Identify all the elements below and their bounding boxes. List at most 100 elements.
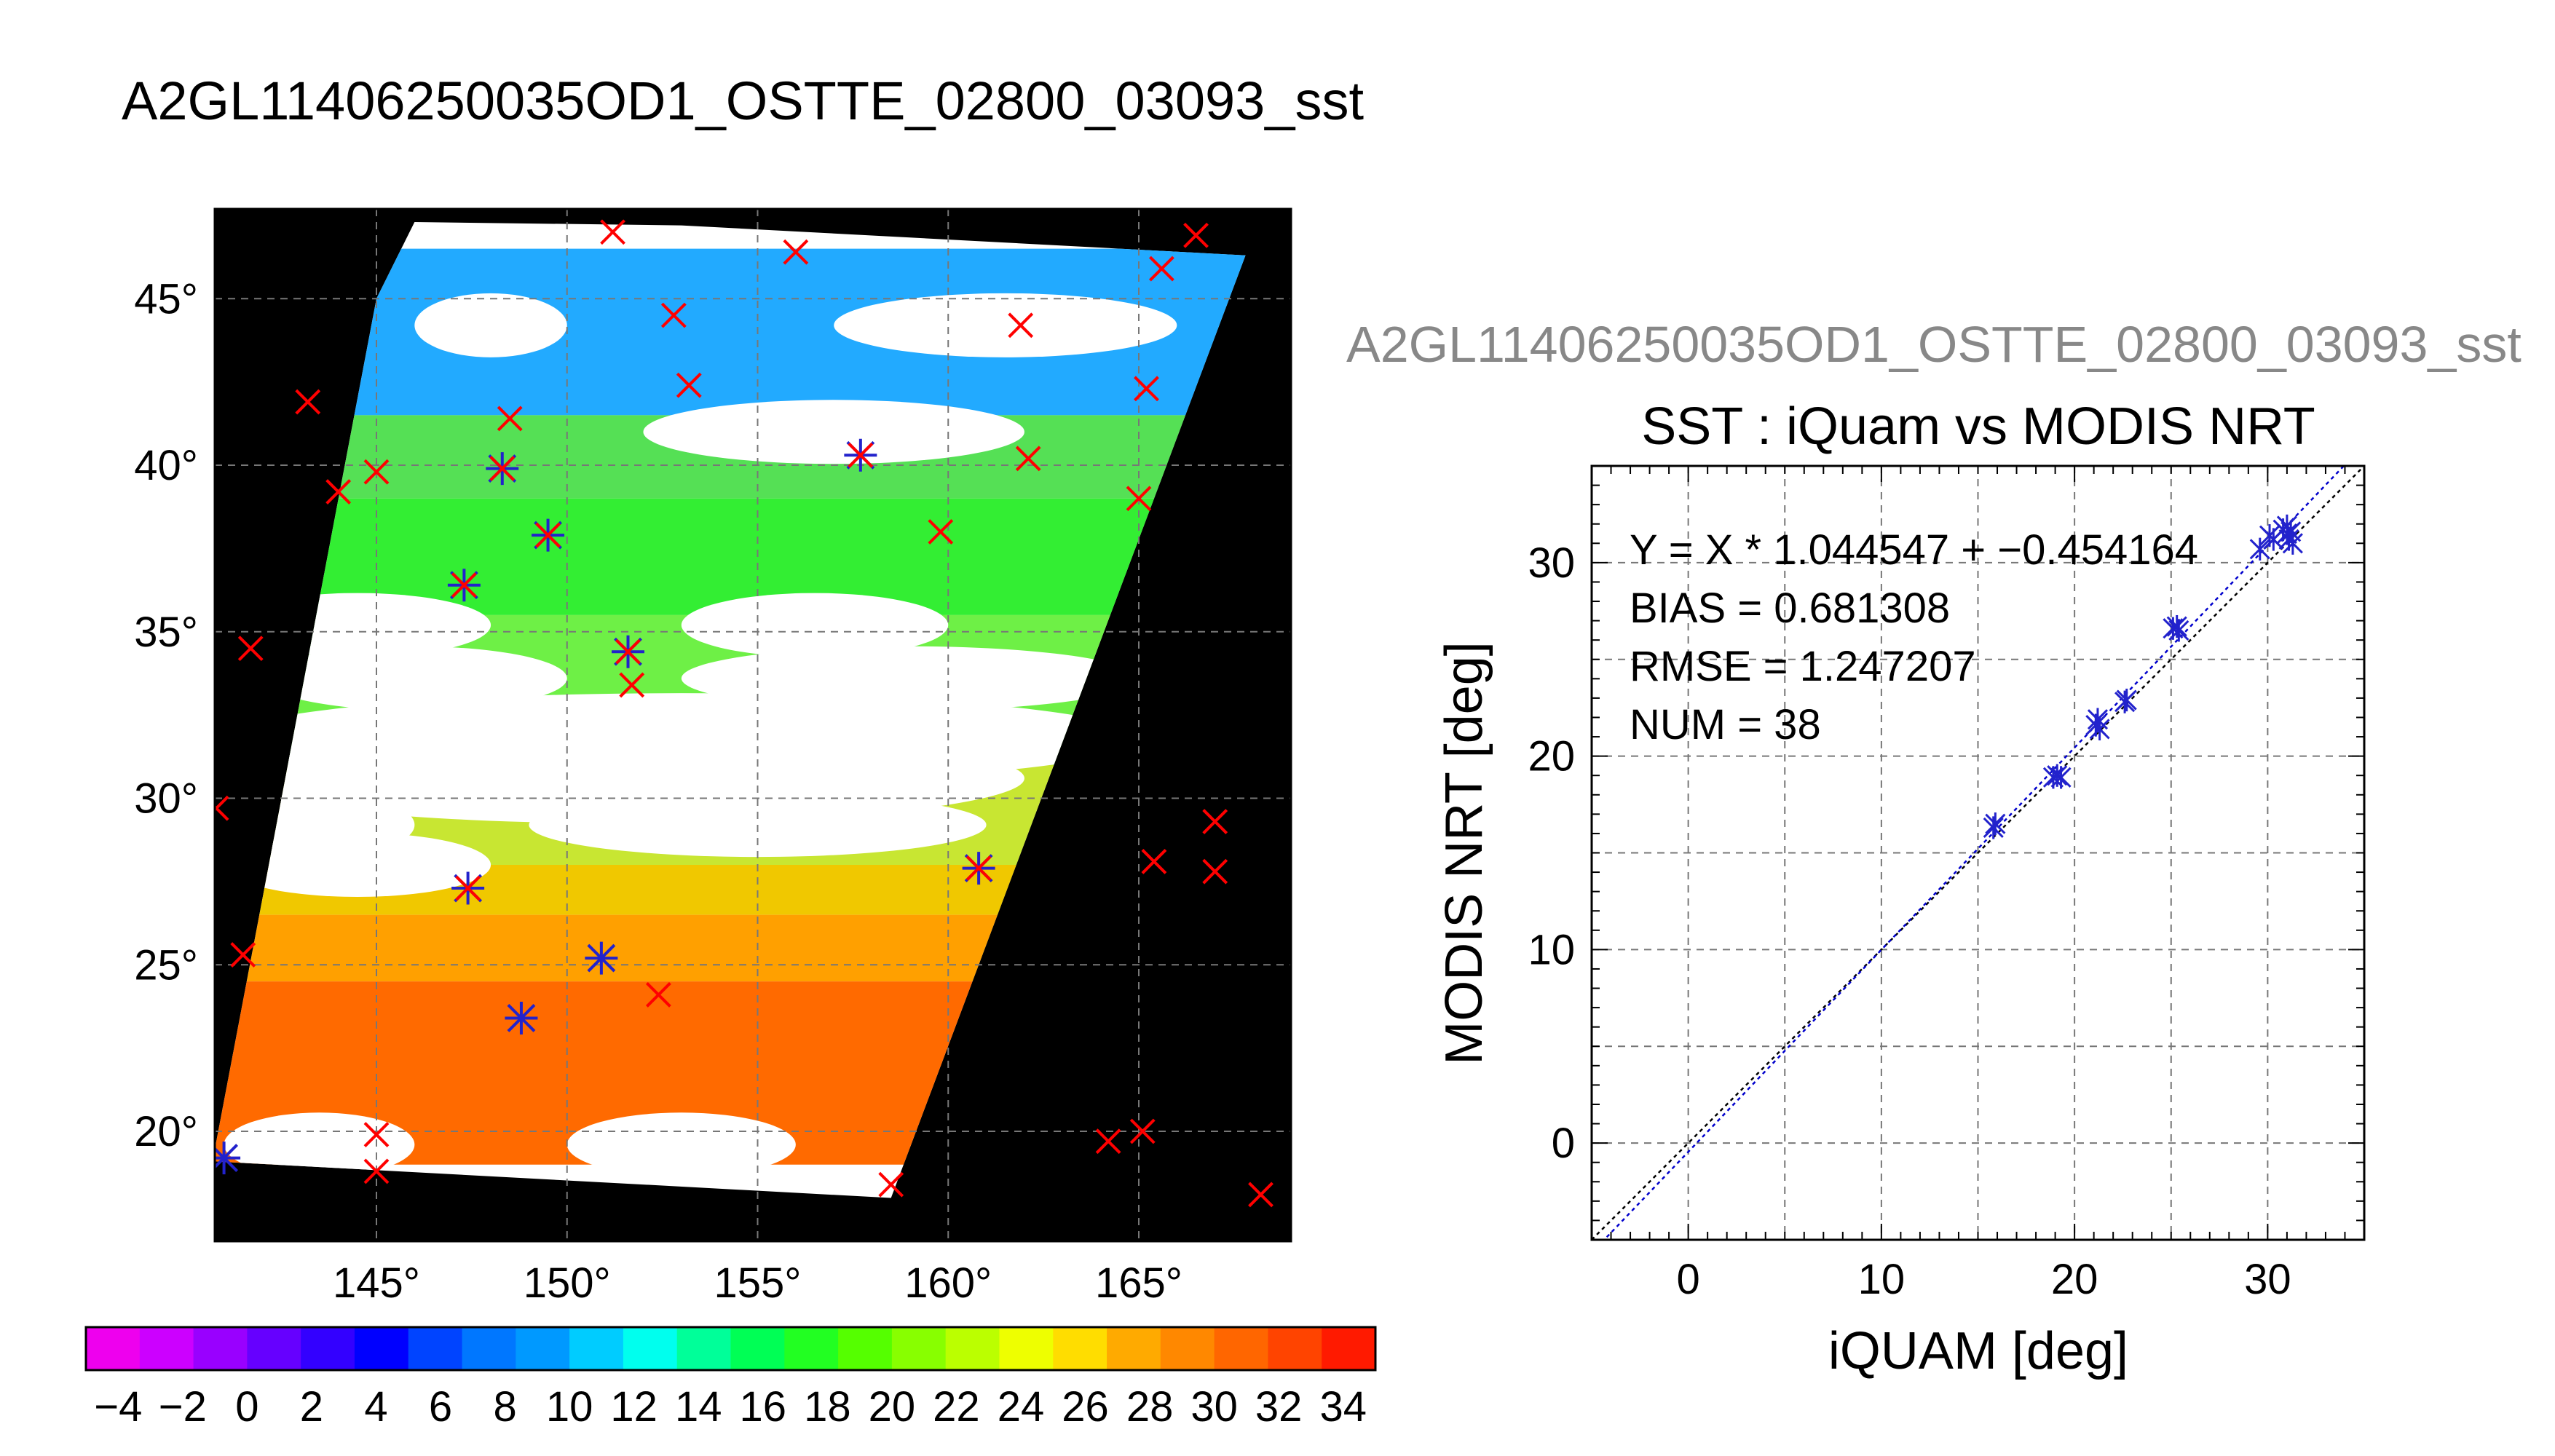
scatter-x-tick-label: 20 xyxy=(2051,1256,2098,1303)
scatter-point xyxy=(2249,537,2270,561)
sst-colorbar: −4 −2 0 2 4 6 8 10 12 14 16 18 20 22 24 26 28 30 32 34 xyxy=(84,1326,1377,1431)
red-x-marker xyxy=(615,638,641,665)
red-x-marker xyxy=(600,219,625,245)
colorbar-swatch xyxy=(1214,1327,1269,1370)
red-x-marker xyxy=(295,389,321,415)
stats-line: RMSE = 1.247207 xyxy=(1630,643,1976,690)
scatter-point xyxy=(2276,522,2297,545)
colorbar-tick-label: −4 xyxy=(94,1383,142,1431)
stats-line: BIAS = 0.681308 xyxy=(1630,585,1950,632)
red-x-marker xyxy=(1015,446,1041,472)
red-x-marker xyxy=(1202,809,1228,834)
map-x-tick-label: 145° xyxy=(333,1259,420,1307)
scatter-x-tick-label: 0 xyxy=(1676,1256,1699,1303)
colorbar-swatch xyxy=(193,1327,248,1370)
map-x-tick-label: 165° xyxy=(1095,1259,1182,1307)
red-x-marker xyxy=(660,302,687,328)
scatter-y-tick-label: 20 xyxy=(1528,733,1575,780)
map-x-tick-label: 155° xyxy=(714,1259,802,1307)
red-x-marker xyxy=(455,875,481,901)
colorbar-tick-label: 28 xyxy=(1126,1383,1174,1431)
scatter-y-tick-label: 10 xyxy=(1528,926,1575,973)
cloud-gap xyxy=(834,293,1177,357)
buoy-markers xyxy=(215,219,1273,1208)
map-y-tick-label: 25° xyxy=(134,941,198,989)
red-x-marker xyxy=(1202,858,1228,885)
red-x-marker xyxy=(535,522,561,548)
colorbar-swatch xyxy=(408,1327,463,1370)
red-x-marker xyxy=(1134,376,1159,402)
red-x-marker xyxy=(363,1122,390,1147)
blue-star-marker xyxy=(585,941,618,975)
colorbar-tick-label: 20 xyxy=(869,1383,916,1431)
colorbar-tick-label: 4 xyxy=(364,1383,387,1431)
colorbar-tick-label: 8 xyxy=(493,1383,516,1431)
red-x-marker xyxy=(237,636,264,662)
colorbar-swatch xyxy=(945,1327,1000,1370)
stats-line: NUM = 38 xyxy=(1630,701,1821,748)
colorbar-swatch xyxy=(1322,1327,1376,1370)
colorbar-tick-label: 12 xyxy=(610,1383,657,1431)
colorbar-tick-label: 0 xyxy=(235,1383,258,1431)
colorbar-tick-label: 2 xyxy=(300,1383,323,1431)
colorbar-swatch xyxy=(891,1327,947,1370)
scatter-title: SST : iQuam vs MODIS NRT xyxy=(1641,397,2315,456)
colorbar-swatch xyxy=(730,1327,785,1370)
map-y-tick-label: 20° xyxy=(134,1108,198,1155)
colorbar-swatch xyxy=(462,1327,516,1370)
red-x-marker xyxy=(1095,1128,1121,1155)
colorbar-tick-label: 22 xyxy=(933,1383,980,1431)
scatter-point xyxy=(1983,816,2004,839)
red-x-marker xyxy=(1141,849,1167,874)
x-axis-label: iQUAM [deg] xyxy=(1828,1322,2128,1380)
colorbar-swatch xyxy=(1268,1327,1322,1370)
scatter-y-tick-label: 30 xyxy=(1528,539,1575,587)
scatter-point xyxy=(1985,812,2006,836)
map-y-tick-label: 35° xyxy=(134,609,198,656)
scatter-point xyxy=(2168,619,2189,642)
scatter-y-tick-label: 0 xyxy=(1552,1120,1575,1167)
red-x-marker xyxy=(497,405,523,432)
red-x-marker xyxy=(676,372,702,398)
red-x-marker xyxy=(1148,256,1174,282)
stats-box: Y = X * 1.044547 + −0.454164 BIAS = 0.681… xyxy=(1630,526,2198,748)
scatter-point xyxy=(2116,688,2137,712)
map-y-tick-label: 40° xyxy=(134,442,198,489)
scatter-grid xyxy=(1592,466,2364,1240)
scatter-point xyxy=(2089,717,2110,741)
colorbar-swatch xyxy=(999,1327,1054,1370)
colorbar-swatch xyxy=(676,1327,732,1370)
colorbar-swatch xyxy=(354,1327,409,1370)
red-x-marker xyxy=(1248,1182,1273,1208)
cloud-gap xyxy=(681,593,949,657)
colorbar-tick-label: 30 xyxy=(1190,1383,1238,1431)
red-x-marker xyxy=(1008,312,1034,339)
one-to-one-line xyxy=(1592,466,2364,1240)
colorbar-tick-label: 26 xyxy=(1062,1383,1109,1431)
red-x-marker xyxy=(928,519,954,545)
regression-lines xyxy=(1592,466,2364,1240)
cloud-gap xyxy=(261,646,567,711)
scatter-point xyxy=(2050,766,2072,789)
red-x-marker xyxy=(489,456,516,481)
scatter-point xyxy=(2166,614,2187,638)
colorbar-tick-label: 10 xyxy=(546,1383,593,1431)
scatter-points xyxy=(1983,514,2303,839)
colorbar-frame xyxy=(84,1326,1377,1372)
colorbar-swatch xyxy=(1160,1327,1215,1370)
colorbar-tick-label: 16 xyxy=(740,1383,787,1431)
red-x-marker xyxy=(645,982,671,1008)
colorbar-swatch xyxy=(247,1327,301,1370)
map-x-tick-label: 150° xyxy=(524,1259,611,1307)
stats-line: Y = X * 1.044547 + −0.454164 xyxy=(1630,526,2198,574)
red-x-marker xyxy=(1183,222,1209,248)
red-x-marker xyxy=(451,572,477,598)
colorbar-tick-label: 14 xyxy=(675,1383,722,1431)
main-title: A2GL11406250035OD1_OSTTE_02800_03093_sst xyxy=(122,71,1364,131)
colorbar-swatch xyxy=(623,1327,678,1370)
secondary-title: A2GL11406250035OD1_OSTTE_02800_03093_sst xyxy=(1346,316,2522,373)
cloud-gap xyxy=(224,833,491,897)
red-x-marker xyxy=(230,942,256,968)
